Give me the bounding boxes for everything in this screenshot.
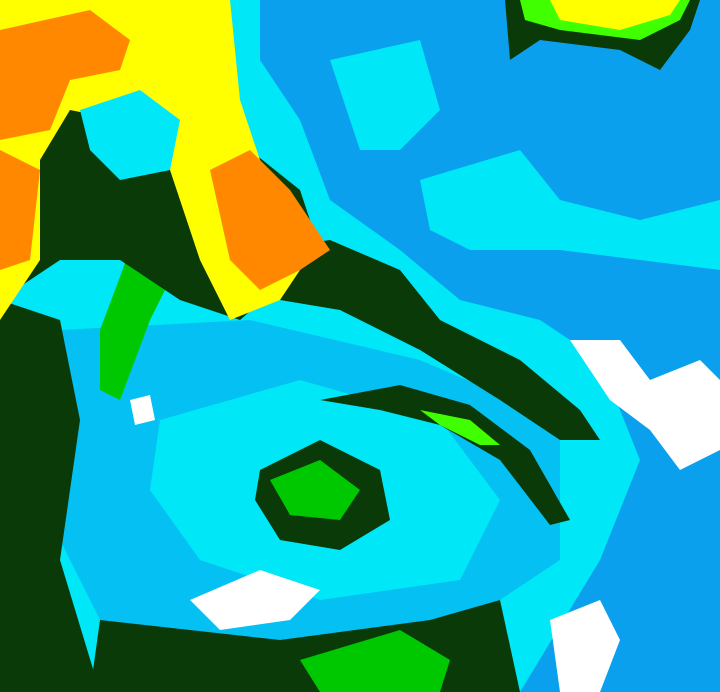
dark-green-ridge xyxy=(260,240,600,440)
yellow-ne-patch xyxy=(550,0,680,30)
cyan-notch-nw xyxy=(80,90,180,180)
green-cluster xyxy=(270,460,360,520)
white-speckle xyxy=(130,395,155,425)
orange-nw xyxy=(0,10,130,140)
orange-center xyxy=(210,150,330,290)
cyan-band-north xyxy=(330,40,440,150)
lime-arc xyxy=(420,410,500,445)
white-southeast xyxy=(550,600,620,692)
blue-region-northeast xyxy=(260,0,720,692)
white-south xyxy=(190,570,320,630)
dark-green-west xyxy=(0,300,100,692)
white-east xyxy=(570,340,720,470)
green-south xyxy=(300,630,450,692)
cyan-tongue-northeast xyxy=(420,150,720,270)
orange-west xyxy=(0,150,40,270)
dark-green-arc xyxy=(320,385,570,525)
